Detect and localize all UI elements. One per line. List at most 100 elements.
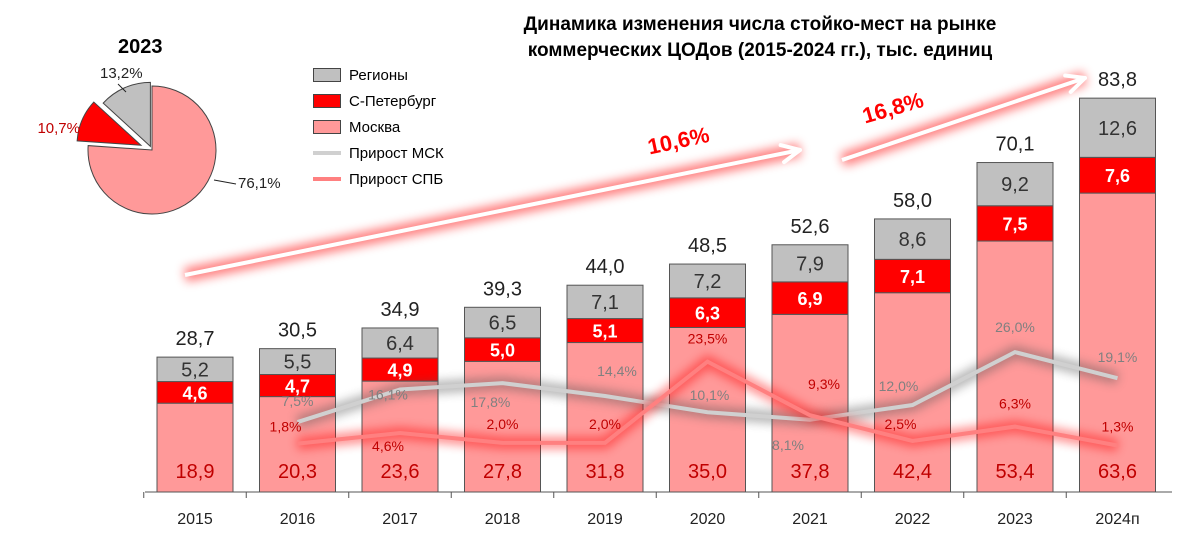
- pie-slice: [76, 101, 143, 146]
- legend-item-msk-growth: Прирост МСК: [313, 140, 444, 166]
- growth-label: 2,0%: [589, 416, 621, 432]
- cagr-annotation-2: 16,8%: [860, 87, 927, 128]
- bar-value-label: 5,1: [592, 322, 617, 342]
- bar-value-label: 7,5: [1002, 214, 1027, 234]
- bar-value-label: 9,2: [1001, 174, 1029, 196]
- bar-value-label: 7,1: [591, 292, 619, 314]
- growth-label: 10,1%: [690, 387, 730, 403]
- x-tick-label: 2019: [587, 511, 623, 528]
- bar-segment: [771, 244, 849, 283]
- arrow-head: [782, 148, 802, 165]
- bar-value-label: 7,2: [694, 271, 722, 293]
- bar-value-label: 12,6: [1098, 118, 1137, 140]
- growth-label: 7,5%: [282, 393, 314, 409]
- x-tick-label: 2018: [485, 511, 521, 528]
- x-tick-label: 2024п: [1095, 511, 1139, 528]
- growth-label: 26,0%: [995, 319, 1035, 335]
- growth-label: 14,4%: [597, 363, 637, 379]
- total-label: 30,5: [278, 320, 317, 342]
- pie-leader: [213, 179, 237, 185]
- arrow-head: [1068, 76, 1087, 95]
- bar-value-label: 8,6: [899, 229, 927, 251]
- growth-label: 4,6%: [372, 438, 404, 454]
- bar-value-label: 6,5: [489, 313, 517, 335]
- bar-value-label: 7,6: [1105, 166, 1130, 186]
- growth-label: 8,1%: [772, 437, 804, 453]
- bar-segment: [361, 327, 439, 359]
- growth-label: 16,1%: [368, 387, 408, 403]
- bar-value-label: 5,5: [284, 352, 312, 374]
- growth-label: 2,5%: [885, 416, 917, 432]
- bar-segment: [771, 281, 849, 315]
- legend: Регионы С-Петербург Москва Прирост МСК П…: [313, 62, 444, 192]
- bar-segment: [1079, 156, 1156, 194]
- x-tick-label: 2017: [382, 511, 418, 528]
- pie-label: 13,2%: [100, 65, 143, 82]
- spb-growth-line: [297, 359, 1118, 448]
- legend-swatch: [313, 120, 341, 134]
- bar-segment: [976, 205, 1054, 242]
- growth-label: 17,8%: [471, 394, 511, 410]
- bar-segment: [1079, 192, 1156, 493]
- legend-swatch: [313, 151, 341, 155]
- total-label: 48,5: [688, 235, 727, 257]
- trend-arrow: [841, 76, 1086, 162]
- legend-item-moscow: Москва: [313, 114, 444, 140]
- pie-leader: [117, 83, 127, 93]
- bar-segment: [976, 162, 1054, 207]
- arrow-head: [778, 143, 802, 152]
- legend-label: Прирост СПБ: [349, 170, 444, 188]
- bar-value-label: 27,8: [483, 461, 522, 483]
- pie-label: 76,1%: [238, 175, 281, 192]
- chart-title: Динамика изменения числа стойко-мест на …: [523, 14, 997, 61]
- bar-segment: [874, 218, 951, 260]
- bar-value-label: 4,7: [285, 377, 310, 397]
- legend-label: Москва: [349, 118, 401, 136]
- pie-title: 2023: [118, 36, 163, 58]
- bar-value-label: 42,4: [893, 461, 932, 483]
- bar-value-label: 37,8: [791, 461, 830, 483]
- bar-segment: [156, 356, 234, 383]
- total-label: 39,3: [483, 278, 522, 300]
- growth-label: 12,0%: [879, 378, 919, 394]
- legend-swatch: [313, 177, 341, 181]
- arrow-head: [1063, 73, 1087, 80]
- bar-value-label: 6,3: [695, 304, 720, 324]
- bar-value-label: 4,9: [387, 361, 412, 381]
- growth-label: 1,8%: [270, 419, 302, 435]
- legend-swatch: [313, 68, 341, 82]
- legend-item-spb: С-Петербург: [313, 88, 444, 114]
- growth-label: 1,3%: [1102, 418, 1134, 434]
- bar-value-label: 53,4: [996, 461, 1035, 483]
- pie-slice: [102, 81, 151, 148]
- x-tick-label: 2016: [280, 511, 316, 528]
- growth-label: 9,3%: [808, 376, 840, 392]
- bar-segment: [566, 284, 644, 320]
- legend-label: Прирост МСК: [349, 144, 444, 162]
- bar-value-label: 18,9: [176, 461, 215, 483]
- bar-value-label: 31,8: [586, 461, 625, 483]
- bar-value-label: 5,0: [490, 341, 515, 361]
- bar-value-label: 35,0: [688, 461, 727, 483]
- total-label: 34,9: [381, 299, 420, 321]
- bar-value-label: 6,9: [797, 289, 822, 309]
- growth-label: 6,3%: [999, 396, 1031, 412]
- growth-label: 2,0%: [487, 416, 519, 432]
- growth-label: 19,1%: [1098, 349, 1138, 365]
- pie-slice: [87, 85, 217, 215]
- msk-growth-line: [296, 349, 1118, 424]
- total-label: 28,7: [176, 328, 215, 350]
- bar-segment: [1079, 97, 1156, 158]
- bar-segment: [669, 297, 746, 329]
- x-tick-label: 2022: [895, 511, 931, 528]
- legend-label: Регионы: [349, 66, 408, 84]
- bar-segment: [156, 402, 234, 493]
- total-label: 58,0: [893, 190, 932, 212]
- x-tick-label: 2020: [690, 511, 726, 528]
- bar-value-label: 5,2: [181, 359, 209, 381]
- bar-value-label: 6,4: [386, 333, 414, 355]
- pie-label: 10,7%: [37, 120, 80, 137]
- bar-value-label: 4,6: [182, 383, 207, 403]
- trend-arrow: [184, 148, 801, 277]
